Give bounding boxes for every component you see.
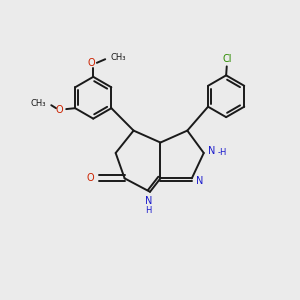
Text: N: N — [196, 176, 204, 186]
Text: O: O — [88, 58, 96, 68]
Text: CH₃: CH₃ — [111, 53, 126, 62]
Text: O: O — [56, 105, 63, 115]
Text: O: O — [86, 173, 94, 183]
Text: N: N — [208, 146, 216, 156]
Text: -H: -H — [218, 148, 227, 157]
Text: N: N — [145, 196, 152, 206]
Text: Cl: Cl — [223, 54, 232, 64]
Text: H: H — [145, 206, 152, 215]
Text: CH₃: CH₃ — [31, 99, 46, 108]
